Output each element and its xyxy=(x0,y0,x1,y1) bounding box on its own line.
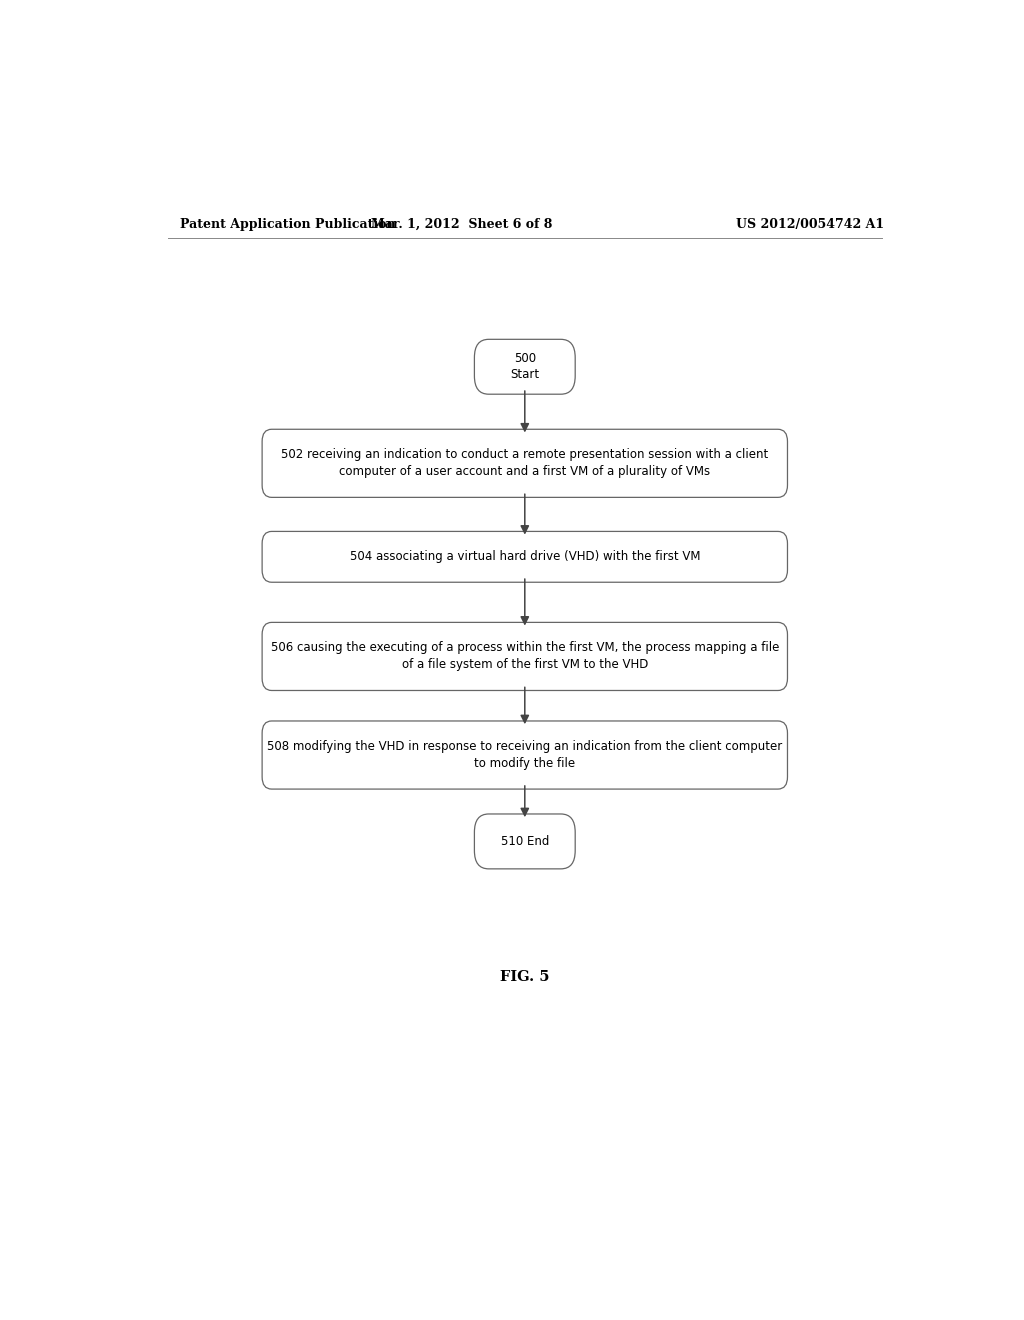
Text: 500
Start: 500 Start xyxy=(510,352,540,381)
Text: 506 causing the executing of a process within the first VM, the process mapping : 506 causing the executing of a process w… xyxy=(270,642,779,672)
Text: Patent Application Publication: Patent Application Publication xyxy=(179,218,395,231)
Text: 504 associating a virtual hard drive (VHD) with the first VM: 504 associating a virtual hard drive (VH… xyxy=(349,550,700,564)
Text: US 2012/0054742 A1: US 2012/0054742 A1 xyxy=(736,218,885,231)
FancyBboxPatch shape xyxy=(474,339,575,395)
FancyBboxPatch shape xyxy=(262,429,787,498)
FancyBboxPatch shape xyxy=(474,814,575,869)
Text: 502 receiving an indication to conduct a remote presentation session with a clie: 502 receiving an indication to conduct a… xyxy=(282,449,768,478)
FancyBboxPatch shape xyxy=(262,532,787,582)
Text: FIG. 5: FIG. 5 xyxy=(500,970,550,983)
FancyBboxPatch shape xyxy=(262,721,787,789)
Text: 510 End: 510 End xyxy=(501,836,549,847)
FancyBboxPatch shape xyxy=(262,623,787,690)
Text: 508 modifying the VHD in response to receiving an indication from the client com: 508 modifying the VHD in response to rec… xyxy=(267,741,782,770)
Text: Mar. 1, 2012  Sheet 6 of 8: Mar. 1, 2012 Sheet 6 of 8 xyxy=(371,218,552,231)
